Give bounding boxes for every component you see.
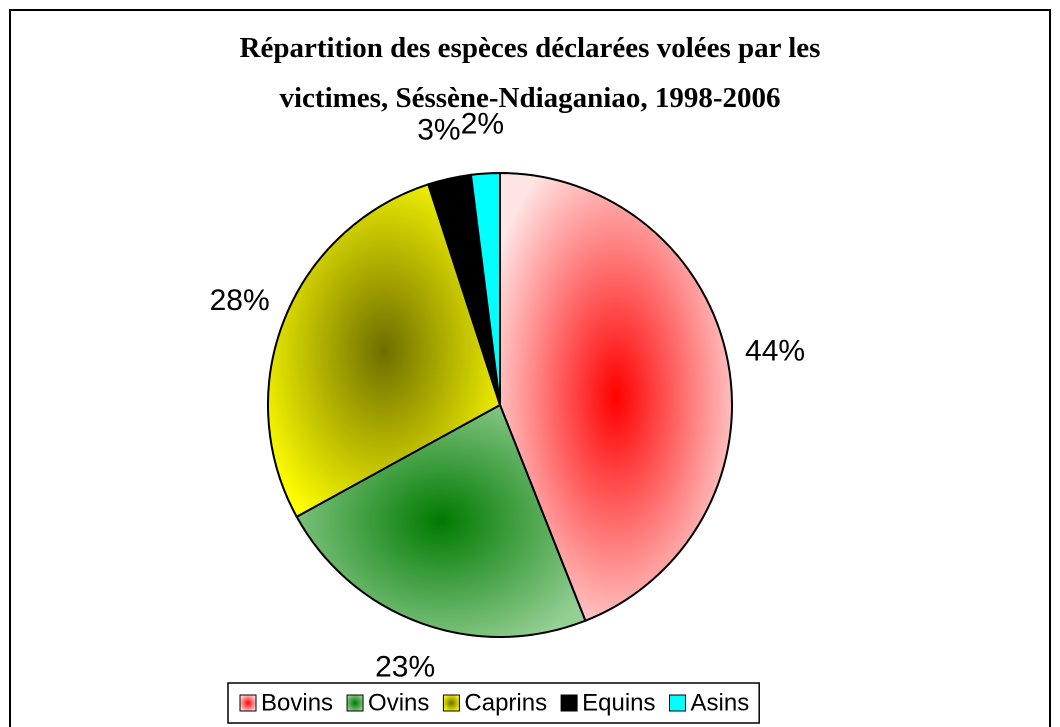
data-label: 23%	[375, 650, 435, 683]
pie-slice	[267, 183, 502, 519]
legend-swatch	[669, 694, 686, 712]
legend-swatch	[239, 694, 257, 712]
legend-label: Caprins	[464, 689, 547, 716]
data-label: 2%	[461, 107, 504, 140]
legend-swatch	[346, 694, 364, 712]
legend-label: Ovins	[368, 689, 429, 716]
legend-label: Bovins	[261, 689, 333, 716]
pie-slice	[295, 403, 587, 638]
legend-label: Equins	[582, 689, 655, 716]
data-label: 44%	[745, 334, 805, 367]
pie-slice	[499, 171, 733, 623]
chart-title: Répartition des espèces déclarées volées…	[240, 32, 821, 114]
legend-label: Asins	[691, 689, 750, 716]
legend-swatch	[442, 694, 460, 712]
legend-swatch	[560, 694, 578, 712]
pie-slice	[469, 171, 501, 406]
data-label: 28%	[210, 284, 270, 317]
data-label: 3%	[417, 114, 460, 147]
